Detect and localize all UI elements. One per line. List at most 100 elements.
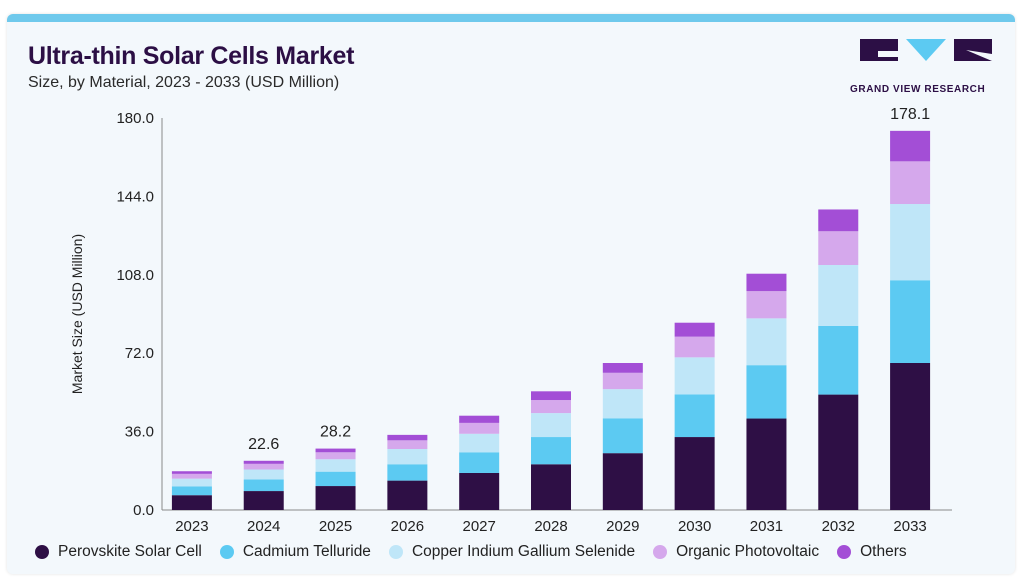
legend-item: Copper Indium Gallium Selenide — [388, 543, 636, 561]
y-tick-label: 72.0 — [125, 345, 154, 362]
legend-item: Organic Photovoltaic — [653, 543, 819, 561]
bar-segment — [674, 437, 715, 510]
brand-logo: GRAND VIEW RESEARCH — [850, 38, 1000, 98]
x-tick-label: 2027 — [462, 518, 495, 535]
chart-title: Ultra-thin Solar Cells Market — [28, 42, 355, 70]
bar-segment — [674, 322, 715, 337]
x-tick-label: 2033 — [893, 518, 926, 535]
bar-segment — [315, 452, 356, 460]
legend-label: Copper Indium Gallium Selenide — [411, 543, 636, 560]
x-tick-label: 2026 — [391, 518, 424, 535]
y-tick-label: 144.0 — [116, 188, 154, 205]
bar-segment — [602, 418, 643, 454]
legend-swatch — [388, 545, 403, 559]
bar-segment — [243, 491, 284, 510]
legend-label: Organic Photovoltaic — [676, 543, 820, 560]
bar-segment — [818, 209, 859, 232]
bar-segment — [531, 400, 571, 414]
chart-subtitle: Size, by Material, 2023 - 2033 (USD Mill… — [28, 74, 340, 91]
y-tick-label: 0.0 — [133, 502, 154, 519]
bar-segment — [531, 391, 571, 401]
bar-segment — [171, 471, 212, 474]
data-label: 178.1 — [890, 106, 930, 123]
legend-swatch — [35, 545, 49, 559]
bar-segment — [890, 161, 931, 205]
bar-segment — [818, 325, 859, 395]
bar-segment — [531, 413, 571, 438]
chart-legend: Perovskite Solar Cell Cadmium Telluride Co… — [35, 543, 925, 561]
data-label: 22.6 — [248, 436, 279, 453]
bar-segment — [315, 448, 356, 453]
bar-segment — [818, 231, 859, 265]
bar-segment — [531, 437, 571, 465]
chart-card: Ultra-thin Solar Cells Market Size, by M… — [7, 14, 1015, 574]
data-label: 28.2 — [320, 424, 351, 441]
x-tick-label: 2030 — [678, 518, 711, 535]
bar-segment — [818, 394, 859, 510]
bar-segment — [602, 453, 643, 510]
legend-label: Others — [860, 543, 907, 560]
grand-view-research-logo-icon — [860, 39, 992, 61]
bar-segment — [171, 473, 212, 479]
bar-segment — [171, 486, 212, 496]
bar-segment — [602, 372, 643, 390]
x-tick-label: 2024 — [247, 518, 280, 535]
y-tick-label: 180.0 — [116, 110, 154, 127]
bar-segment — [890, 204, 931, 281]
bar-segment — [746, 365, 787, 419]
bar-segment — [890, 363, 931, 510]
legend-item: Others — [837, 543, 907, 561]
bar-segment — [243, 463, 284, 470]
bar-segment — [315, 486, 356, 510]
bar-segment — [243, 479, 284, 492]
bar-segment — [746, 318, 787, 366]
bar-segment — [890, 280, 931, 363]
bar-segment — [459, 452, 500, 473]
bar-segment — [746, 418, 787, 510]
bar-segment — [387, 434, 428, 441]
bar-segment — [387, 440, 428, 450]
legend-item: Perovskite Solar Cell — [35, 543, 202, 561]
bar-segment — [459, 472, 500, 510]
bar-segment — [387, 449, 428, 465]
bar-segment — [315, 471, 356, 487]
brand-name: GRAND VIEW RESEARCH — [850, 84, 986, 95]
bar-segment — [602, 363, 643, 373]
legend-item: Cadmium Telluride — [219, 543, 371, 561]
bar-segment — [387, 464, 428, 481]
bar-segment — [674, 357, 715, 395]
bar-segment — [746, 291, 787, 319]
legend-swatch — [219, 545, 234, 559]
accent-bar — [7, 14, 1015, 22]
bar-segment — [315, 459, 356, 472]
y-tick-label: 36.0 — [125, 424, 154, 441]
bar-segment — [674, 394, 715, 438]
x-tick-label: 2032 — [822, 518, 855, 535]
bar-segment — [459, 433, 500, 453]
bar-segment — [531, 464, 571, 510]
bar-segment — [602, 389, 643, 419]
legend-label: Cadmium Telluride — [242, 543, 371, 560]
x-tick-label: 2029 — [606, 518, 639, 535]
x-tick-label: 2023 — [175, 518, 208, 535]
bar-segment — [746, 273, 787, 292]
legend-swatch — [653, 545, 668, 559]
legend-label: Perovskite Solar Cell — [58, 543, 202, 560]
bar-segment — [243, 469, 284, 480]
bar-segment — [243, 460, 284, 464]
x-tick-label: 2025 — [319, 518, 352, 535]
bar-segment — [459, 422, 500, 434]
bar-segment — [387, 480, 428, 510]
x-tick-label: 2028 — [534, 518, 567, 535]
y-tick-label: 108.0 — [116, 267, 154, 284]
bar-segment — [171, 478, 212, 487]
stacked-bar-chart: 0.0 36.0 72.0 108.0 144.0 180.0 Market Size (U… — [69, 106, 952, 535]
bar-segment — [890, 130, 931, 162]
legend-swatch — [837, 545, 852, 559]
y-axis-label: Market Size (USD Million) — [69, 234, 85, 394]
x-tick-label: 2031 — [750, 518, 783, 535]
bar-segment — [674, 336, 715, 358]
bar-segment — [171, 495, 212, 510]
bar-segment — [459, 415, 500, 423]
bar-segment — [818, 265, 859, 326]
